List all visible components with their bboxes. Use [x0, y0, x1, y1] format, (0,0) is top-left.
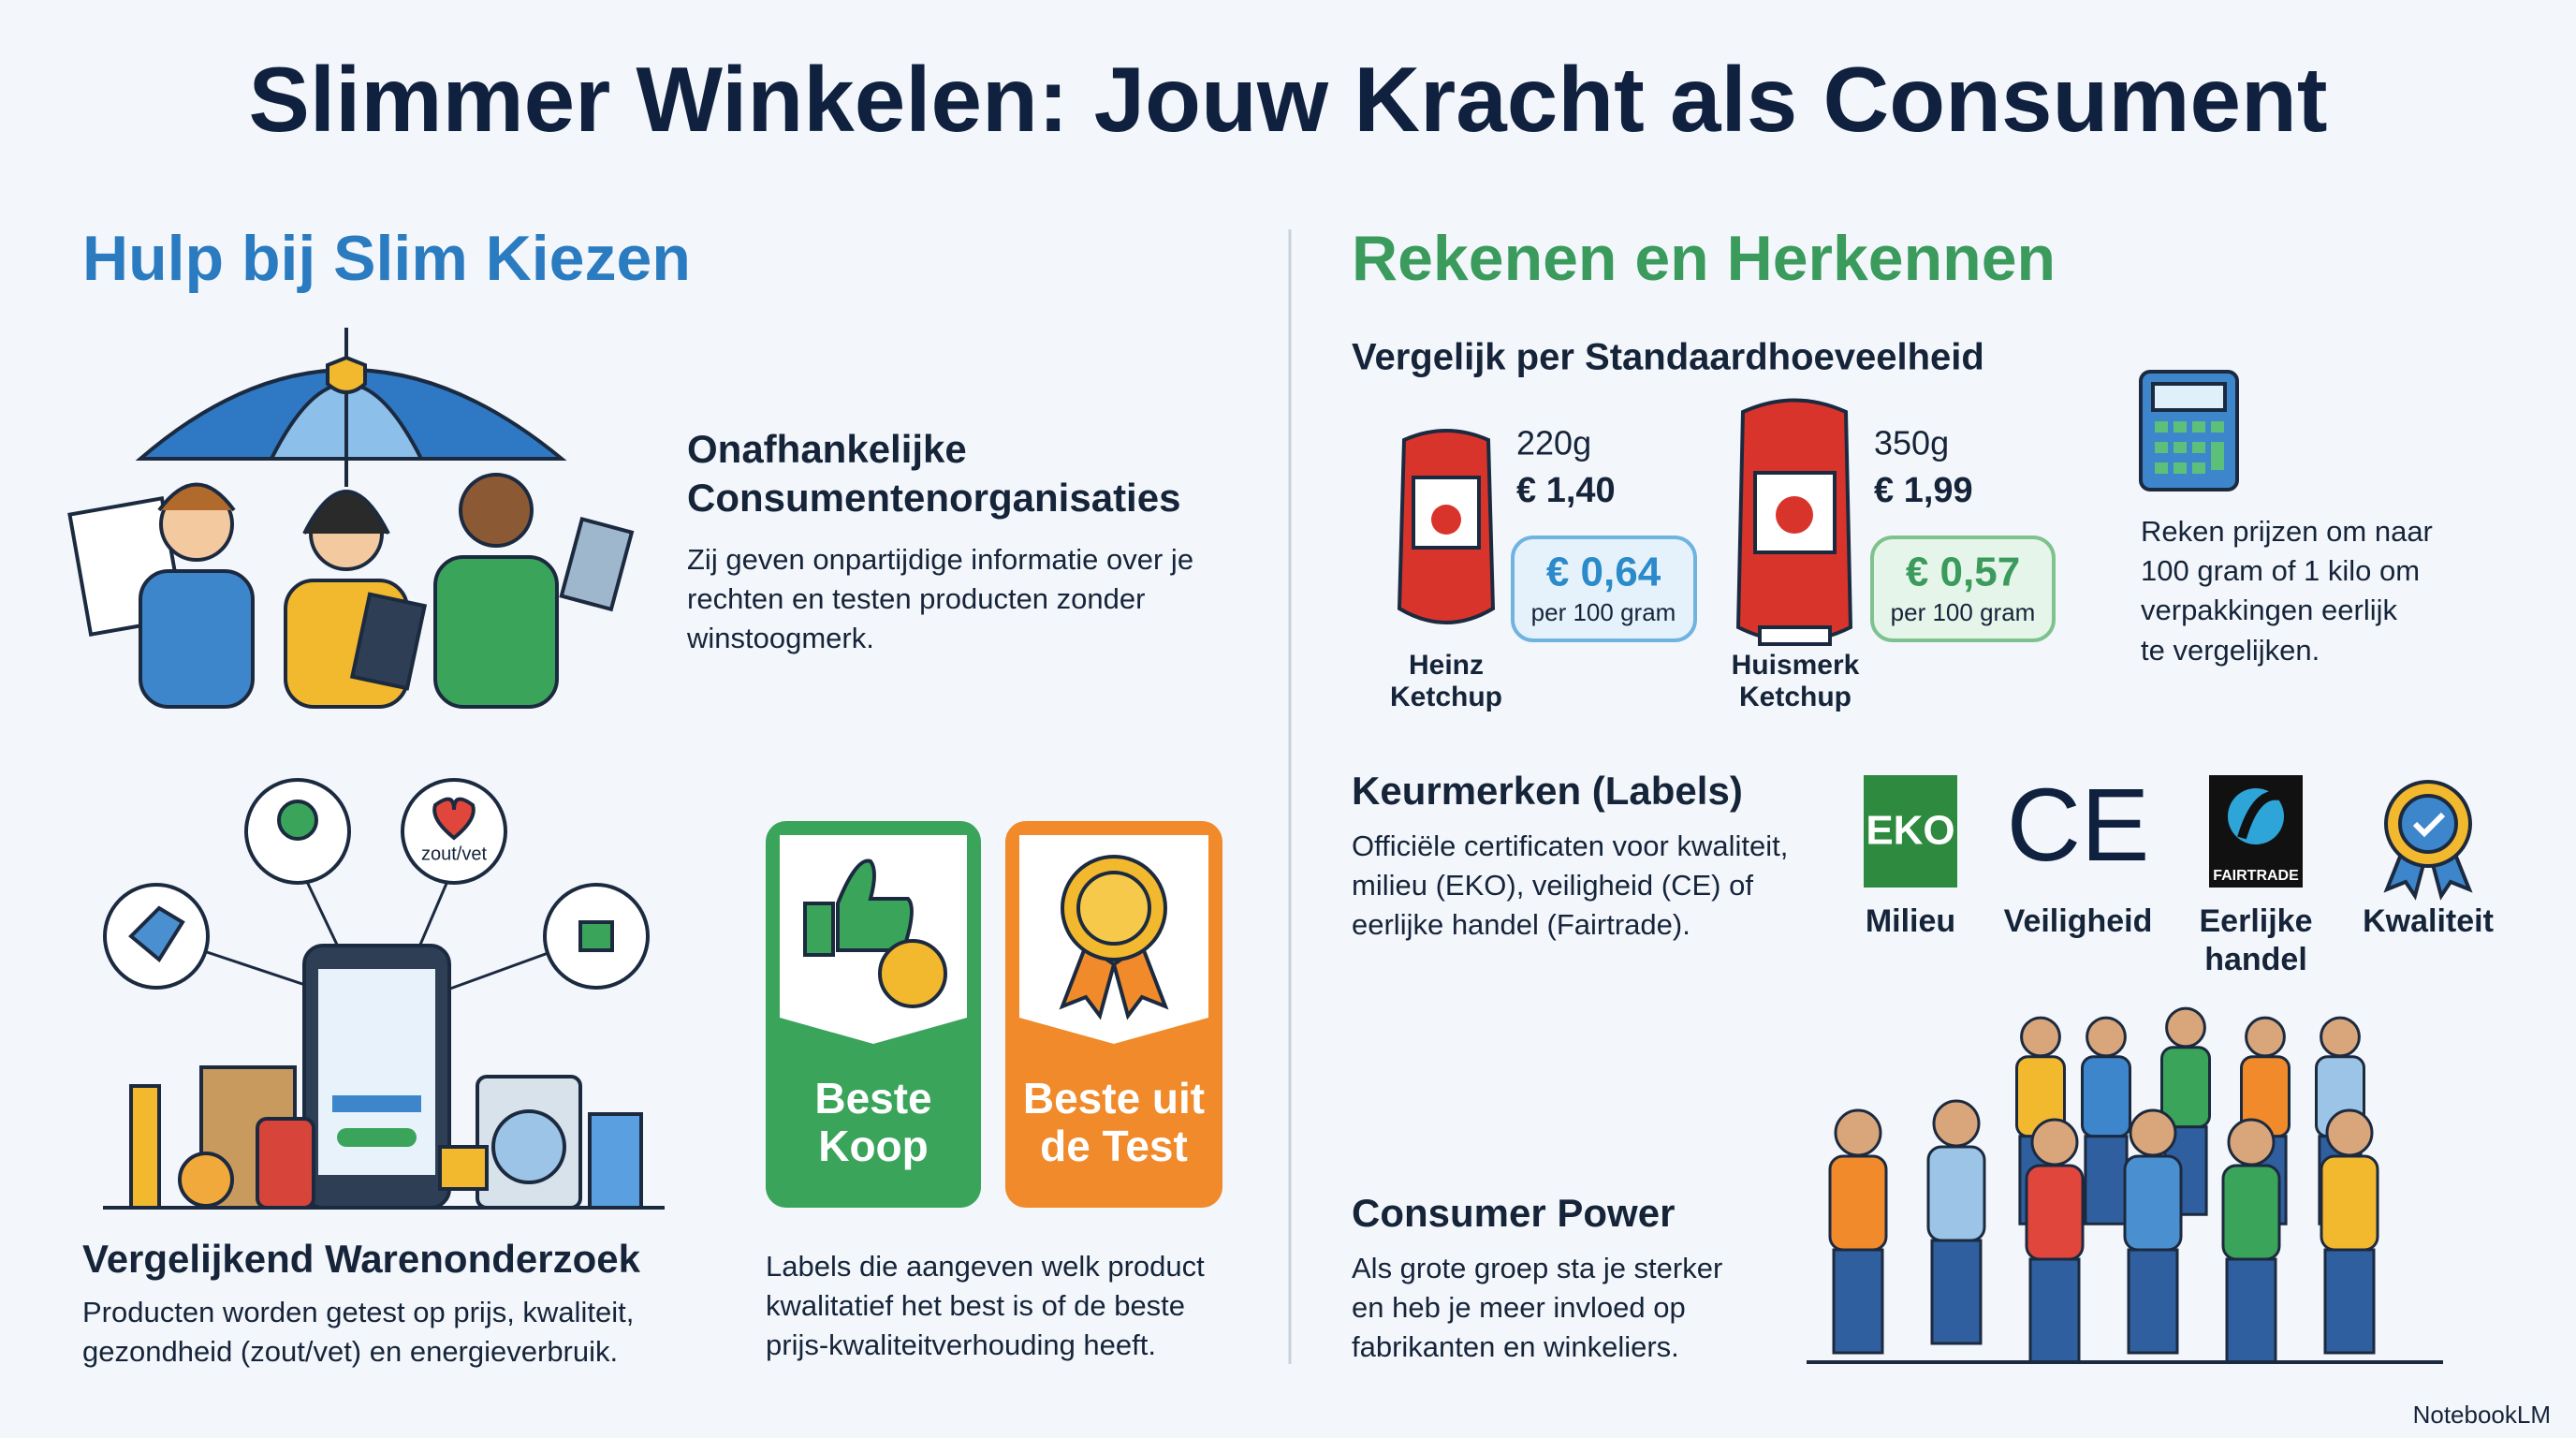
person: [1926, 1145, 1986, 1242]
badge-beste-koop: [766, 821, 981, 1208]
ketchup-huismerk: [1735, 398, 1853, 646]
badge-label: Beste uit: [1023, 1074, 1205, 1123]
unit-price-text: verpakkingen eerlijk: [2141, 594, 2397, 626]
comparison-illustration: zout/vet: [103, 778, 665, 1210]
ketchup-heinz: [1397, 429, 1496, 624]
eko-logo: [1864, 775, 1957, 888]
product-name: Huismerk: [1732, 650, 1860, 681]
person: [2129, 1108, 2177, 1157]
person: [2020, 1016, 2061, 1058]
person: [2320, 1016, 2361, 1058]
power-title: Consumer Power: [1352, 1191, 1675, 1235]
org-text: rechten en testen producten zonder: [687, 582, 1145, 615]
footer-brand: NotebookLM: [2413, 1401, 2551, 1429]
power-text: en heb je meer invloed op: [1352, 1291, 1686, 1324]
org-text: winstoogmerk.: [686, 622, 874, 654]
comparison-text: gezondheid (zout/vet) en energieverbruik…: [82, 1335, 618, 1368]
icon-label: zout/vet: [421, 844, 487, 864]
org-title: Consumentenorganisaties: [687, 476, 1180, 520]
badge-beste-uit-de-test: [1005, 821, 1222, 1208]
person: [2123, 1154, 2183, 1252]
label-name: Eerlijke: [2200, 903, 2313, 939]
person: [1930, 1239, 1983, 1345]
person: [1834, 1108, 1882, 1157]
unit-price: € 0,57: [1906, 550, 2020, 595]
badge-label: Koop: [818, 1122, 929, 1170]
unit-price-text: te vergelijken.: [2141, 634, 2320, 667]
person: [2030, 1118, 2079, 1167]
person: [2025, 1164, 2085, 1261]
product-weight: 220g: [1516, 424, 1591, 462]
person: [2225, 1257, 2277, 1364]
labels-title: Keurmerken (Labels): [1352, 769, 1743, 813]
person: [2221, 1164, 2281, 1261]
umbrella-illustration: [67, 328, 635, 709]
person: [1932, 1099, 1981, 1148]
person: [1828, 1154, 1888, 1252]
labels-text: Officiële certificaten voor kwaliteit,: [1352, 829, 1788, 862]
power-text: Als grote groep sta je sterker: [1352, 1252, 1722, 1284]
badges-text: prijs-kwaliteitverhouding heeft.: [766, 1328, 1156, 1361]
person: [2245, 1016, 2286, 1058]
title: Slimmer Winkelen: Jouw Kracht als Consum…: [249, 48, 2328, 151]
quality-seal: [2383, 780, 2473, 901]
labels-text: milieu (EKO), veiligheid (CE) of: [1352, 869, 1753, 902]
left-heading: Hulp bij Slim Kiezen: [82, 223, 691, 294]
bubble: [1511, 536, 2056, 642]
label-name: Veiligheid: [2004, 903, 2153, 939]
unit-price-text: Reken prijzen om naar: [2141, 515, 2433, 548]
product-price: € 1,40: [1516, 471, 1616, 510]
person: [2227, 1118, 2276, 1167]
label-name: Milieu: [1866, 903, 1955, 939]
person: [2127, 1248, 2179, 1355]
badge-label: Beste: [814, 1074, 931, 1123]
label-name: Kwaliteit: [2363, 903, 2494, 939]
unit-price-title: Vergelijk per Standaardhoeveelheid: [1352, 337, 1984, 378]
person: [1832, 1248, 1884, 1355]
person: [2081, 1055, 2131, 1138]
person: [2160, 1046, 2211, 1129]
fairtrade-symbol: [2237, 790, 2280, 840]
calculator: [2139, 370, 2239, 492]
person: [2086, 1016, 2127, 1058]
unit: per 100 gram: [1891, 598, 2036, 626]
people-group: [1828, 1006, 2379, 1364]
person: [2165, 1006, 2206, 1049]
org-text: Zij geven onpartijdige informatie over j…: [687, 543, 1193, 576]
product-price: € 1,99: [1874, 471, 1973, 510]
person: [2323, 1248, 2376, 1355]
person: [2084, 1135, 2129, 1225]
org-title: Onafhankelijke: [687, 427, 967, 471]
fairtrade-logo-text: FAIRTRADE: [2213, 868, 2299, 884]
badge-label: de Test: [1040, 1122, 1188, 1170]
power-text: fabrikanten en winkeliers.: [1352, 1330, 1679, 1363]
product-weight: 350g: [1874, 424, 1949, 462]
labels-text: eerlijke handel (Fairtrade).: [1352, 908, 1690, 941]
badges-text: Labels die aangeven welk product: [766, 1250, 1205, 1283]
product-name: Ketchup: [1390, 682, 1502, 712]
right-heading: Rekenen en Herkennen: [1352, 223, 2056, 294]
unit-price: € 0,64: [1546, 550, 1661, 595]
person: [2028, 1257, 2081, 1364]
eko-logo-text: EKO: [1866, 808, 1954, 854]
label-name: handel: [2204, 942, 2307, 977]
badges-text: kwalitatief het best is of de beste: [766, 1289, 1185, 1322]
unit: per 100 gram: [1531, 598, 1676, 626]
person: [2325, 1108, 2374, 1157]
person: [2320, 1154, 2379, 1252]
product-name: Ketchup: [1739, 682, 1852, 712]
unit-price-text: 100 gram of 1 kilo om: [2141, 554, 2420, 587]
ce-logo: CE: [2007, 768, 2150, 883]
comparison-title: Vergelijkend Warenonderzoek: [82, 1237, 641, 1281]
product-name: Heinz: [1409, 650, 1484, 681]
comparison-text: Producten worden getest op prijs, kwalit…: [82, 1296, 634, 1328]
